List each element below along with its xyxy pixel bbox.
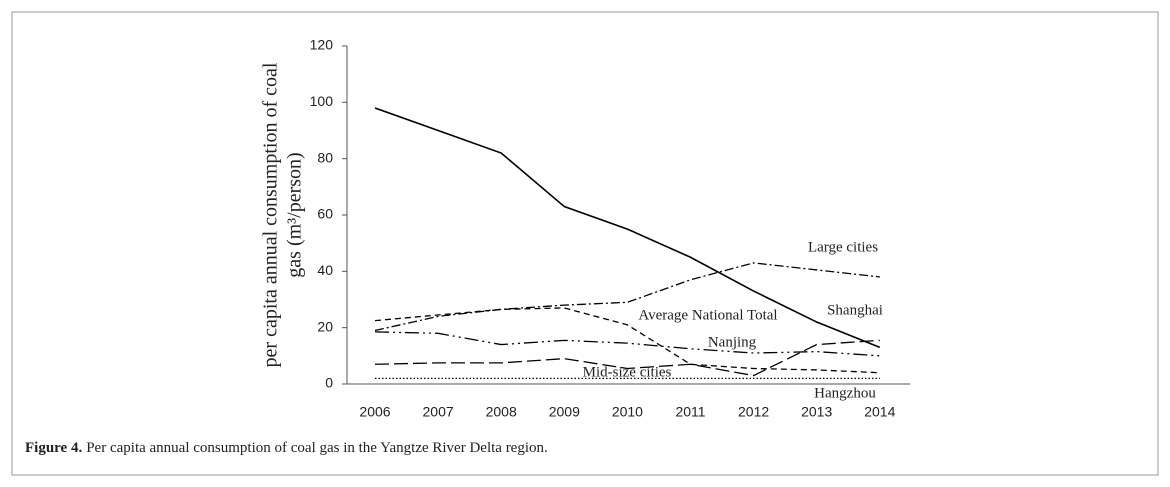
y-tick-label: 0: [325, 375, 333, 391]
y-axis-title-line: per capita annual consumption of coal: [260, 62, 282, 367]
series-label: Hangzhou: [814, 385, 876, 401]
x-tick-label: 2007: [423, 404, 454, 420]
x-tick-label: 2006: [359, 404, 390, 420]
y-axis-title: per capita annual consumption of coal ga…: [260, 62, 306, 367]
x-tick-label: 2009: [549, 404, 580, 420]
y-tick-label: 60: [317, 206, 333, 222]
y-tick-label: 120: [310, 37, 334, 53]
x-tick-label: 2013: [801, 404, 832, 420]
caption: Figure 4. Per capita annual consumption o…: [25, 440, 548, 456]
y-tick-label: 100: [310, 93, 334, 109]
series-line: [374, 339, 880, 377]
series-label: Average National Total: [638, 307, 777, 323]
series-label: Shanghai: [827, 302, 883, 318]
x-tick-label: 2012: [738, 404, 769, 420]
x-tick-label: 2010: [612, 404, 643, 420]
series-line: [374, 262, 880, 332]
x-tick-label: 2008: [486, 404, 517, 420]
series-label: Large cities: [808, 239, 878, 255]
series-line: [374, 307, 880, 374]
y-tick-label: 80: [317, 149, 333, 165]
y-tick-label: 20: [317, 318, 333, 334]
series-label: Nanjing: [708, 334, 757, 350]
series-label: Mid-size cities: [583, 364, 672, 380]
caption-text: Per capita annual consumption of coal ga…: [86, 440, 548, 456]
series-line: [374, 331, 880, 357]
figure-label: Figure 4.: [25, 440, 82, 456]
y-tick-label: 40: [317, 262, 333, 278]
x-tick-label: 2014: [864, 404, 895, 420]
series-line: [374, 107, 881, 349]
y-axis-title-line: gas (m³/person): [284, 152, 306, 277]
figure-frame: [11, 11, 1159, 476]
x-tick-label: 2011: [675, 404, 705, 420]
